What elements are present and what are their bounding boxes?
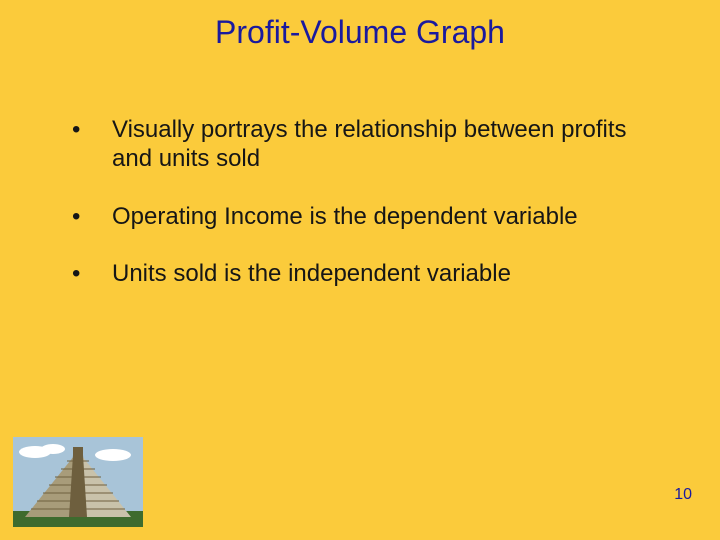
page-number: 10 [674, 486, 692, 504]
bullet-text: Units sold is the independent variable [112, 260, 511, 287]
slide-title: Profit-Volume Graph [0, 0, 720, 51]
bullet-dot-icon: • [72, 115, 80, 144]
bullet-item: • Visually portrays the relationship bet… [72, 115, 660, 174]
bullet-dot-icon: • [72, 259, 80, 288]
bullet-text: Visually portrays the relationship betwe… [112, 116, 627, 172]
bullet-text: Operating Income is the dependent variab… [112, 203, 578, 230]
bullet-item: • Operating Income is the dependent vari… [72, 202, 660, 231]
bullet-item: • Units sold is the independent variable [72, 259, 660, 288]
slide: Profit-Volume Graph • Visually portrays … [0, 0, 720, 540]
bullet-dot-icon: • [72, 202, 80, 231]
bullet-list: • Visually portrays the relationship bet… [0, 115, 720, 288]
pyramid-icon [13, 437, 143, 527]
